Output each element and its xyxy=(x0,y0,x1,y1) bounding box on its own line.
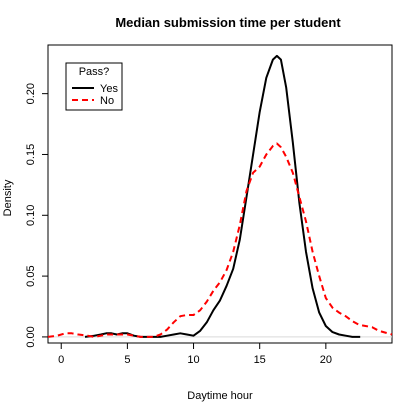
y-tick-label: 0.05 xyxy=(25,265,37,286)
x-tick-label: 20 xyxy=(320,354,332,366)
chart-title: Median submission time per student xyxy=(115,15,341,30)
x-tick-label: 15 xyxy=(254,354,266,366)
y-axis-label: Density xyxy=(2,179,14,216)
y-axis: 0.00 0.05 0.10 0.15 0.20 xyxy=(25,83,48,348)
series-line-no xyxy=(47,142,393,338)
y-tick-label: 0.10 xyxy=(25,205,37,226)
legend-title: Pass? xyxy=(79,66,110,78)
series-line-yes xyxy=(84,54,361,338)
legend-label-yes: Yes xyxy=(100,83,118,95)
x-tick-label: 10 xyxy=(187,354,199,366)
x-axis: 0 5 10 15 20 xyxy=(58,343,332,366)
y-tick-label: 0.20 xyxy=(25,83,37,104)
x-axis-label: Daytime hour xyxy=(187,390,253,402)
legend-label-no: No xyxy=(100,95,114,107)
series-layer xyxy=(47,54,393,338)
y-tick-label: 0.00 xyxy=(25,326,37,347)
x-tick-label: 0 xyxy=(58,354,64,366)
x-tick-label: 5 xyxy=(124,354,130,366)
plot-area-frame xyxy=(47,44,393,344)
legend-box xyxy=(65,62,123,111)
legend: Pass? Yes No xyxy=(65,62,123,111)
y-tick-label: 0.15 xyxy=(25,144,37,165)
